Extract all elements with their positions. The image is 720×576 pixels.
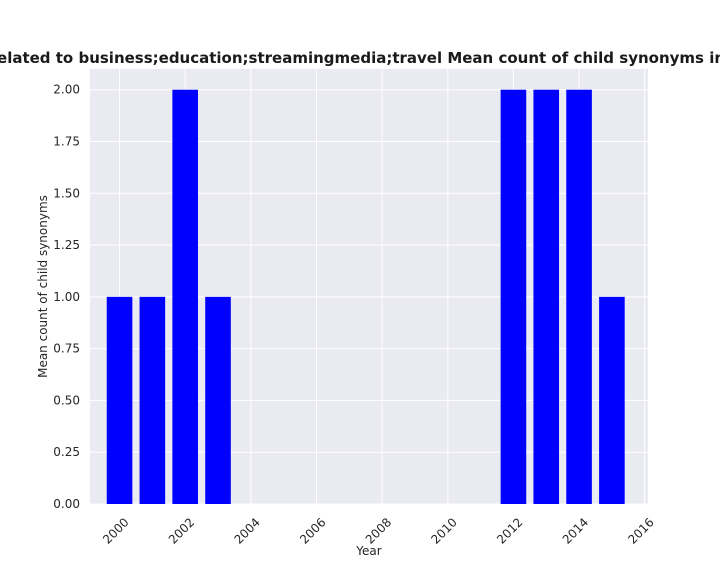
bar-2015 [599,296,625,504]
bar-2013 [533,89,560,504]
x-tick-label: 2006 [297,515,328,546]
y-tick-labels: 0.00 0.25 0.50 0.75 1.00 1.25 1.50 1.75 2.00 [53,83,80,511]
y-tick-label: 1.00 [53,290,80,304]
x-axis-label: Year [355,544,381,558]
bars [106,89,625,504]
x-tick-label: 2016 [625,515,656,546]
x-tick-label: 2000 [100,515,131,546]
y-tick-label: 1.25 [53,238,80,252]
x-tick-label: 2004 [231,515,262,546]
bar-2003 [205,296,231,504]
y-tick-label: 0.75 [53,342,80,356]
bar-2012 [500,89,527,504]
x-tick-labels: 2000 2002 2004 2006 2008 2010 2012 2014 2016 [100,515,657,546]
bar-2000 [106,296,133,504]
x-tick-label: 2010 [428,515,459,546]
bar-2014 [566,89,592,504]
bar-2001 [139,296,166,504]
x-tick-label: 2012 [494,515,525,546]
y-tick-label: 1.75 [53,135,80,149]
y-tick-label: 0.50 [53,393,80,407]
x-tick-label: 2008 [363,515,394,546]
y-tick-label: 0.00 [53,497,80,511]
bar-2002 [172,89,198,504]
y-tick-label: 1.50 [53,186,80,200]
x-tick-label: 2014 [560,515,591,546]
y-tick-label: 2.00 [53,83,80,97]
chart-title: are related to business;education;stream… [0,49,720,67]
y-axis-label: Mean count of child synonyms [36,195,50,378]
y-tick-label: 0.25 [53,445,80,459]
x-tick-label: 2002 [166,515,197,546]
